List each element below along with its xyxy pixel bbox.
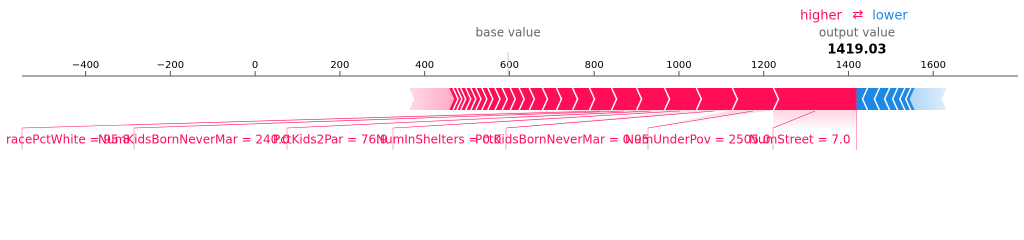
label-shade [773, 110, 857, 128]
segment-separator [731, 87, 739, 111]
positive-tail [409, 88, 455, 110]
x-tick-label: 800 [585, 60, 604, 71]
segment-separator [518, 87, 525, 111]
x-tick-label: 400 [415, 60, 434, 71]
label-connector [505, 110, 715, 129]
positive-segment [449, 88, 459, 110]
negative-segment [862, 88, 880, 110]
segment-separator [571, 87, 579, 111]
legend-lower: lower [872, 9, 908, 24]
feature-label: NumStreet = 7.0 [749, 133, 851, 147]
label-connector [392, 110, 681, 129]
negative-tail [909, 88, 947, 110]
segment-separator [861, 87, 869, 111]
legend-arrows: ⇄ [853, 8, 864, 23]
positive-segment [529, 88, 548, 110]
base-value-label: base value [476, 26, 541, 40]
segment-separator [904, 87, 912, 111]
feature-label: NumUnderPov = 2505.0 [625, 133, 771, 147]
segment-separator [663, 87, 671, 111]
legend-higher: higher [800, 9, 842, 24]
segment-separator [772, 87, 780, 111]
positive-segment [732, 88, 779, 110]
feature-label: racePctWhite = 95.8 [6, 133, 130, 147]
negative-segment [905, 88, 915, 110]
positive-segment [773, 88, 857, 110]
segment-separator [487, 87, 494, 111]
positive-segment [589, 88, 617, 110]
positive-segment [611, 88, 642, 110]
segment-separator [555, 87, 563, 111]
negative-segment [874, 88, 890, 110]
segment-separator [501, 87, 509, 111]
x-tick-label: −200 [157, 60, 184, 71]
feature-label: PctKids2Par = 76.9 [273, 133, 388, 147]
x-tick-label: 0 [252, 60, 258, 71]
x-tick-label: 1400 [836, 60, 861, 71]
positive-segment [519, 88, 535, 110]
segment-separator [456, 87, 463, 111]
label-connector [772, 110, 816, 129]
positive-segment [636, 88, 670, 110]
segment-separator [475, 87, 482, 111]
x-tick-label: 1200 [751, 60, 776, 71]
positive-segment [453, 88, 462, 110]
positive-segment [542, 88, 562, 110]
segment-separator [528, 87, 536, 111]
segment-separator [695, 87, 703, 111]
feature-label: NumKidsBornNeverMar = 240.0 [98, 133, 290, 147]
segment-separator [541, 87, 549, 111]
segment-separator [509, 87, 517, 111]
x-tick-label: 200 [330, 60, 349, 71]
segment-separator [610, 87, 618, 111]
segment-separator [452, 87, 459, 111]
positive-segment [556, 88, 578, 110]
x-tick-label: −400 [72, 60, 99, 71]
positive-segment [696, 88, 738, 110]
feature-label: PctKidsBornNeverMar = 0.95 [475, 133, 649, 147]
segment-separator [481, 87, 488, 111]
segment-separator [459, 87, 467, 111]
label-shade [648, 110, 774, 128]
label-connector [647, 110, 753, 129]
output-value: 1419.03 [827, 43, 886, 58]
segment-separator [494, 87, 501, 111]
positive-segment [572, 88, 595, 110]
positive-segment [664, 88, 702, 110]
output-value-label: output value [819, 26, 895, 40]
segment-separator [588, 87, 596, 111]
label-connector [21, 110, 601, 129]
label-connector [286, 110, 651, 129]
force-plot: higher ⇄ lower output value 1419.03 base… [6, 8, 1018, 150]
x-tick-label: 1600 [921, 60, 946, 71]
segment-separator [470, 87, 477, 111]
segment-separator [635, 87, 643, 111]
x-tick-label: 1000 [666, 60, 691, 71]
segment-separator [873, 87, 881, 111]
label-connector [133, 110, 625, 129]
segment-separator [891, 87, 899, 111]
segment-separator [899, 87, 906, 111]
segment-separator [883, 87, 891, 111]
positive-segment [456, 88, 466, 110]
x-tick-label: 600 [500, 60, 519, 71]
positive-segment [510, 88, 525, 110]
feature-label: NumInShelters = 0.0 [376, 133, 501, 147]
segment-separator [465, 87, 472, 111]
